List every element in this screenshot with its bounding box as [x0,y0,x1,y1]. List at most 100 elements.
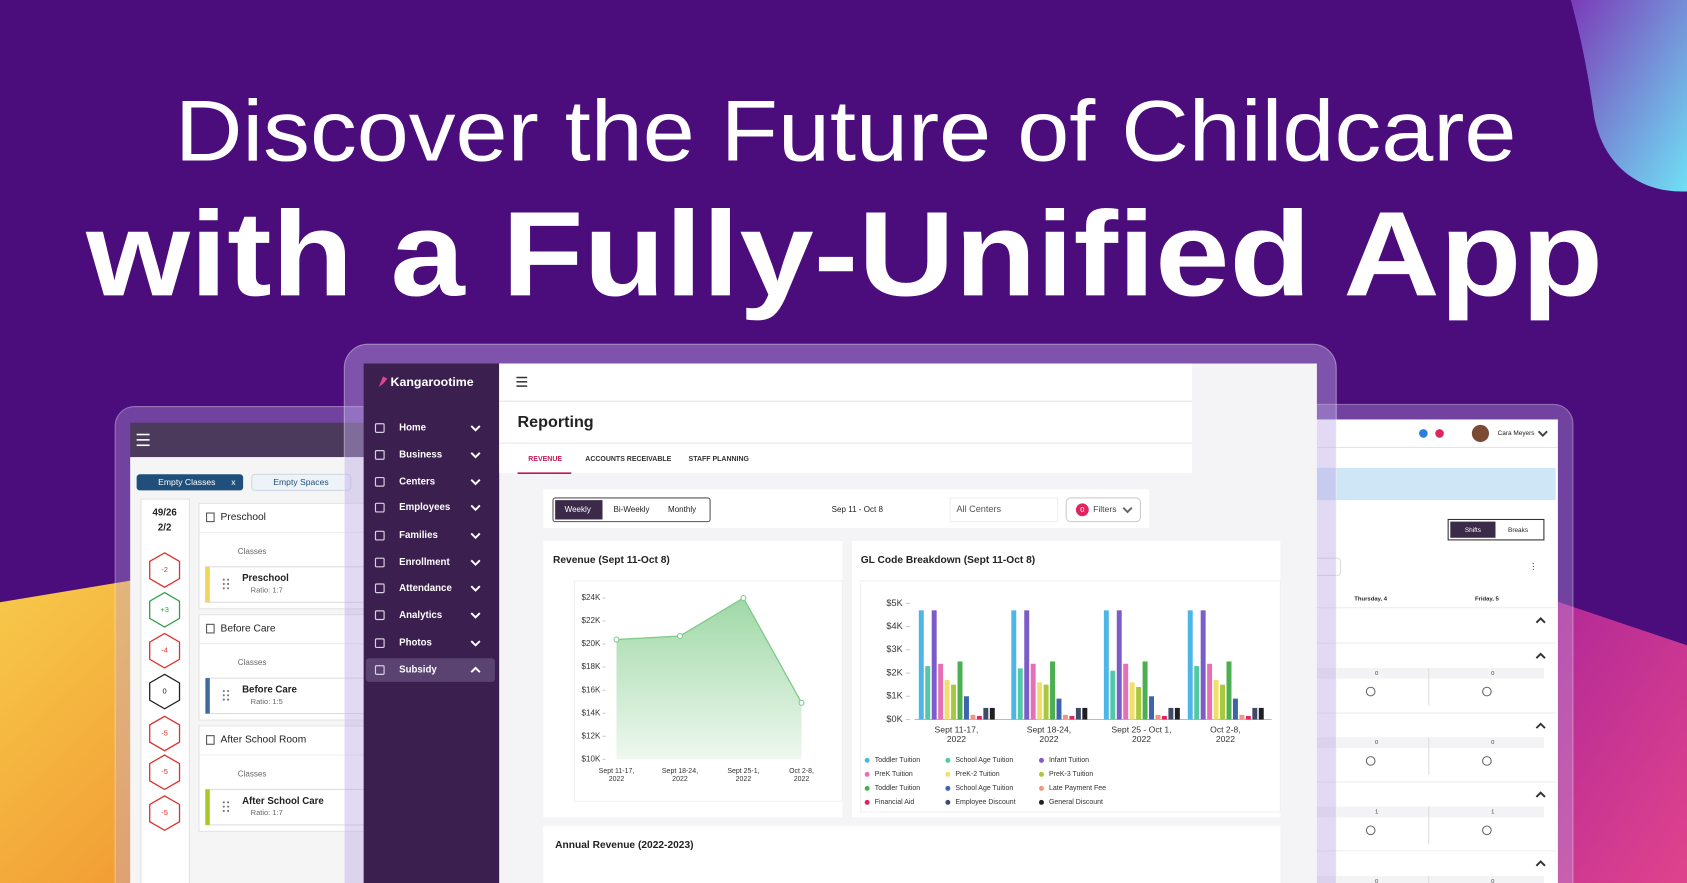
stat: 49/26 [152,508,177,519]
x-tick-label: Sept 11-17, 2022 [599,768,635,783]
badge-value: -5 [161,767,168,776]
add-icon [1365,756,1376,766]
bar [957,661,963,720]
chevron [470,559,481,567]
bell-icon [1435,429,1444,438]
group-name: Preschool [221,512,266,523]
group-name: Before Care [221,623,276,634]
nav-active [365,658,495,682]
legend-label: Toddler Tuition [875,757,921,764]
bar [1258,707,1264,720]
count-row [1307,667,1544,679]
class-ratio: Ratio: 1:5 [251,697,283,706]
legend-label: Financial Aid [875,799,915,806]
bar [1011,610,1017,720]
period-option: Bi-Weekly [614,505,650,514]
chevron [1537,430,1548,437]
class-ratio: Ratio: 1:7 [251,808,283,817]
legend-swatch [864,757,870,763]
badge-value: 0 [163,687,167,696]
y-tick-label: $5K [886,598,902,608]
bar [1030,663,1036,720]
drag-dot [222,809,225,813]
badge [149,632,181,669]
drag-dot [227,805,230,808]
period-option: Monthly [668,505,696,514]
bar [1142,661,1148,720]
bar [1037,682,1043,720]
badge-value: -4 [161,646,168,655]
bar [1168,707,1174,720]
y-tick-label: $4K [886,621,902,631]
bar [951,684,957,720]
nav-icon [374,423,385,433]
drag-dot [222,694,225,697]
chart-title: Revenue (Sept 11-Oct 8) [553,555,670,566]
x-tick-label: Sept 25 - Oct 1, 2022 [1111,725,1171,745]
y-tick-label: $1K [886,691,902,701]
day-header: Friday, 5 [1475,597,1500,603]
y-tick-label: $3K [886,644,902,654]
bar [918,610,924,720]
nav-icon [374,557,385,568]
y-tick-label: $22K [582,616,601,625]
stat: 2/2 [158,523,171,534]
chip-close: x [231,477,236,487]
bar [1220,684,1226,720]
nav-icon [374,638,385,649]
bar [963,696,969,720]
count: 0 [1375,671,1379,677]
bar [1200,610,1206,720]
bar [1043,684,1049,720]
group-icon [206,512,215,523]
drag-dot [222,689,225,693]
x-tick-label: Oct 2-8, 2022 [1210,725,1241,745]
group-name: After School Room [221,735,307,746]
chevron [470,532,481,540]
chevron [1535,860,1546,867]
nav-item: Employees [399,502,450,513]
chevron [1535,722,1546,729]
bar [1017,668,1023,720]
chevron [1535,652,1546,659]
chevron [470,612,481,619]
legend-label: PreK-3 Tuition [1049,771,1093,778]
badge [149,673,181,710]
nav-item: Families [399,530,438,541]
sidebar [363,363,500,883]
legend-label: Toddler Tuition [875,785,921,792]
add-icon [1482,756,1492,766]
x-tick-label: Sept 11-17, 2022 [935,725,979,745]
legend-label: PreK Tuition [875,771,913,778]
legend-label: General Discount [1049,799,1103,806]
chevron [1535,617,1546,624]
drag-dot [222,698,225,701]
plot-frame [573,580,843,802]
bar [1252,707,1258,720]
class-card [204,788,389,826]
info-bar [1307,467,1556,501]
bar [989,707,995,720]
tab: REVENUE [528,456,562,463]
bar [925,666,931,720]
legend-swatch [1038,799,1044,805]
legend-swatch [864,785,870,791]
chevron [470,666,481,673]
class-name: After School Care [242,796,324,807]
day-header: Thursday, 4 [1354,597,1387,603]
drag-dot [227,689,230,693]
user-name: Cara Meyers [1498,430,1535,437]
nav-icon [374,502,385,513]
chevron [470,504,481,512]
bar [1149,696,1154,720]
bar [1123,663,1129,720]
chevron [470,640,481,647]
filter-count-bg [1075,503,1089,517]
y-tick-label: $24K [582,593,601,602]
bar [1155,714,1161,720]
period-option: Weekly [565,505,591,514]
toggle-active [1450,521,1496,538]
nav-icon [374,476,385,487]
